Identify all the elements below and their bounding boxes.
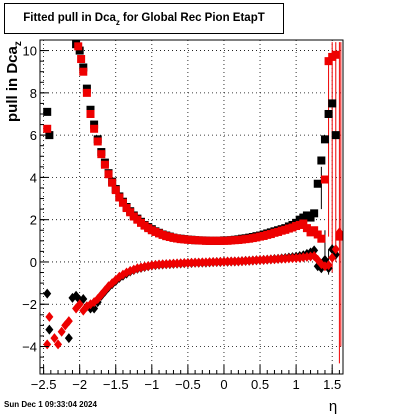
data-point-diamond xyxy=(328,252,337,263)
chart-title: Fitted pull in Dcaz for Global Rec Pion E… xyxy=(5,4,283,33)
x-tick-label: 0.5 xyxy=(251,377,269,392)
data-point-square xyxy=(313,179,322,188)
series-1 xyxy=(43,42,344,245)
x-axis-label: η xyxy=(329,398,337,414)
x-tick-label: 0 xyxy=(220,377,227,392)
data-point-square xyxy=(86,105,95,114)
series-0 xyxy=(43,40,340,245)
x-tick-label: −1 xyxy=(144,377,159,392)
data-point-square xyxy=(299,219,308,228)
chart-title-box: Fitted pull in Dcaz for Global Rec Pion E… xyxy=(4,3,284,34)
data-point-square xyxy=(313,230,322,239)
data-point-square xyxy=(306,213,315,222)
data-point-square xyxy=(79,63,88,72)
markers-layer xyxy=(43,40,344,350)
data-point-diamond xyxy=(43,339,52,350)
y-tick-label: 0 xyxy=(30,255,37,270)
data-point-diamond xyxy=(335,227,344,238)
data-point-square xyxy=(320,135,329,144)
data-point-diamond xyxy=(43,288,52,299)
x-tick-label: −2 xyxy=(72,377,87,392)
x-tick-label: −0.5 xyxy=(175,377,201,392)
x-tick-label: −2.5 xyxy=(31,377,57,392)
data-point-diamond xyxy=(310,245,319,256)
data-point-square xyxy=(82,84,91,93)
data-point-square xyxy=(100,160,109,169)
y-tick-label: −4 xyxy=(22,340,37,355)
data-point-square xyxy=(317,234,326,243)
data-point-square xyxy=(324,57,333,66)
data-point-square xyxy=(122,204,131,213)
data-point-square xyxy=(86,109,95,118)
plot-frame xyxy=(39,39,344,375)
data-point-diamond xyxy=(64,316,73,327)
data-point-square xyxy=(324,109,333,118)
series-3 xyxy=(43,227,344,350)
y-axis-label: pull in Dcaz xyxy=(4,41,24,122)
data-point-square xyxy=(45,131,54,140)
data-point-square xyxy=(82,88,91,97)
timestamp: Sun Dec 1 09:33:04 2024 xyxy=(4,400,97,409)
data-point-square xyxy=(93,137,102,146)
x-tick-label: −1.5 xyxy=(103,377,129,392)
data-point-square xyxy=(43,124,52,133)
y-tick-label: 4 xyxy=(30,170,37,185)
data-point-square xyxy=(115,193,124,202)
data-point-square xyxy=(310,209,319,218)
y-tick-label: −2 xyxy=(22,297,37,312)
x-tick-label: 1 xyxy=(292,377,299,392)
data-point-square xyxy=(310,226,319,235)
data-point-square xyxy=(43,107,52,116)
y-tick-label: 6 xyxy=(30,128,37,143)
data-point-diamond xyxy=(331,244,340,255)
data-point-square xyxy=(79,67,88,76)
data-point-square xyxy=(74,42,83,51)
data-point-diamond xyxy=(50,333,59,344)
data-point-square xyxy=(331,131,340,140)
y-axis-label-main: pull in Dca xyxy=(4,46,21,123)
y-tick-label: 8 xyxy=(30,86,37,101)
data-point-square xyxy=(126,208,135,217)
data-point-diamond xyxy=(324,260,333,271)
chart-title-main: Fitted pull in Dca xyxy=(23,12,116,24)
data-point-square xyxy=(97,150,106,159)
data-point-diamond xyxy=(45,324,54,335)
chart-title-rest: for Global Rec Pion EtapT xyxy=(122,12,265,24)
data-point-square xyxy=(331,50,340,59)
data-point-diamond xyxy=(45,311,54,322)
data-point-diamond xyxy=(64,333,73,344)
data-point-square xyxy=(104,170,113,179)
data-point-square xyxy=(75,46,84,55)
y-tick-label: 2 xyxy=(30,213,37,228)
data-point-square xyxy=(111,186,120,195)
data-point-square xyxy=(328,99,337,108)
data-point-diamond xyxy=(75,299,84,310)
x-tick-label: 1.5 xyxy=(323,377,341,392)
data-point-square xyxy=(302,224,311,233)
error-bars-layer xyxy=(320,42,342,364)
data-point-diamond xyxy=(57,326,66,337)
data-point-square xyxy=(90,120,99,129)
data-point-square xyxy=(77,55,86,64)
data-point-square xyxy=(118,198,127,207)
data-point-square xyxy=(108,178,117,187)
data-point-diamond xyxy=(54,339,63,350)
data-point-square xyxy=(320,175,329,184)
data-point-square xyxy=(90,124,99,133)
chart-title-subscript: z xyxy=(115,18,120,27)
data-point-square xyxy=(317,156,326,165)
y-axis-label-subscript: z xyxy=(13,41,24,46)
y-tick-label: 10 xyxy=(23,44,37,59)
axes-layer: −2.5 −2 −1.5 −1 −0.5 0 0.5 1 1.5 −4 −2 0 2 4 6 8 10 xyxy=(22,44,341,392)
